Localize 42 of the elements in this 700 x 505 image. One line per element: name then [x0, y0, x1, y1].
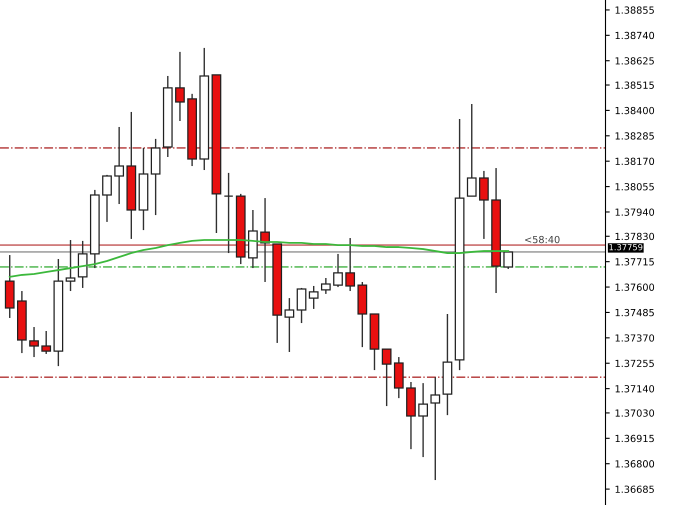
ref-line-label: 1.37759: [609, 244, 642, 250]
y-tick-label: 1.37370: [616, 334, 654, 342]
candlestick: [430, 376, 440, 481]
y-tick-label: 1.36800: [616, 460, 654, 468]
candlestick: [345, 237, 356, 292]
y-tick-label: 1.37830: [616, 232, 654, 240]
y-tick-label: 1.36685: [616, 486, 654, 493]
y-tick-label: 1.37255: [616, 360, 654, 368]
candlestick: [284, 297, 294, 353]
candlestick: [102, 174, 112, 223]
annotation: <58:40: [525, 236, 560, 244]
y-tick-label: 1.38285: [616, 132, 654, 140]
candlestick: [41, 330, 52, 355]
candlestick: [66, 239, 76, 292]
y-tick-label: 1.38625: [616, 57, 654, 65]
candlestick: [466, 103, 477, 197]
candlestick: [320, 277, 331, 295]
candlestick: [333, 253, 343, 288]
y-tick-label: 1.37140: [616, 385, 654, 392]
candlestick: [175, 51, 185, 122]
y-tick-label: 1.37715: [616, 258, 654, 266]
y-tick-label: 1.38055: [616, 183, 654, 190]
y-tick-label: 1.38170: [616, 158, 654, 166]
candlestick: [296, 287, 306, 324]
candlestick: [29, 326, 39, 358]
y-tick-label: 1.38515: [616, 81, 654, 89]
candlestick: [418, 382, 428, 458]
y-tick-label: 1.37600: [616, 284, 654, 291]
y-tick-label: 1.37030: [616, 409, 654, 417]
candlestick: [479, 170, 489, 240]
y-tick-label: 1.38400: [616, 106, 654, 114]
y-tick-label: 1.37940: [616, 208, 654, 216]
candlestick: [308, 285, 319, 310]
y-tick-label: 1.38855: [616, 6, 654, 14]
y-tick-label: 1.38740: [616, 32, 654, 40]
y-tick-label: 1.36915: [616, 434, 654, 442]
candlestick: [114, 126, 124, 205]
candlestick: [78, 240, 88, 289]
candlestick: [503, 251, 514, 270]
candlestick: [382, 348, 392, 407]
candlestick: [224, 172, 234, 254]
y-tick-label: 1.37485: [616, 308, 654, 316]
